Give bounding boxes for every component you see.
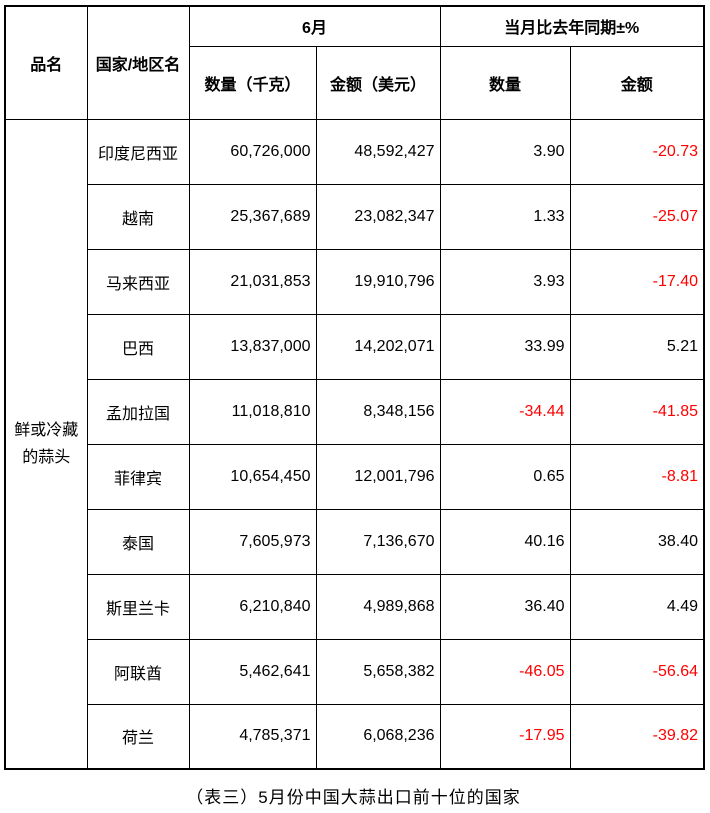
qty-yoy-cell: 40.16 xyxy=(439,508,571,575)
amount-yoy-cell: -56.64 xyxy=(569,638,705,705)
amount-cell: 23,082,347 xyxy=(315,183,441,250)
amount-yoy-cell: 38.40 xyxy=(569,508,705,575)
qty-cell: 6,210,840 xyxy=(188,573,317,640)
table-row: 鲜或冷藏的蒜头 印度尼西亚 60,726,000 48,592,427 3.90… xyxy=(4,118,705,770)
amount-yoy-cell: -25.07 xyxy=(569,183,705,250)
amount-cell: 14,202,071 xyxy=(315,313,441,380)
qty-yoy-cell: 36.40 xyxy=(439,573,571,640)
product-name-cell: 鲜或冷藏的蒜头 xyxy=(4,118,88,770)
country-cell: 菲律宾 xyxy=(86,443,190,510)
header-country: 国家/地区名 xyxy=(86,5,190,120)
amount-cell: 19,910,796 xyxy=(315,248,441,315)
qty-yoy-cell: 3.93 xyxy=(439,248,571,315)
country-cell: 斯里兰卡 xyxy=(86,573,190,640)
amount-yoy-cell: -39.82 xyxy=(569,703,705,770)
table-row: 越南 25,367,689 23,082,347 1.33 -25.07 xyxy=(5,183,705,250)
amount-yoy-cell: -41.85 xyxy=(569,378,705,445)
amount-cell: 6,068,236 xyxy=(315,703,441,770)
qty-cell: 5,462,641 xyxy=(188,638,317,705)
table-row: 泰国 7,605,973 7,136,670 40.16 38.40 xyxy=(5,508,705,575)
amount-cell: 48,592,427 xyxy=(315,118,441,185)
table-row: 马来西亚 21,031,853 19,910,796 3.93 -17.40 xyxy=(5,248,705,315)
amount-cell: 8,348,156 xyxy=(315,378,441,445)
header-amount-usd: 金额（美元） xyxy=(315,45,441,120)
table-row: 斯里兰卡 6,210,840 4,989,868 36.40 4.49 xyxy=(5,573,705,640)
qty-cell: 7,605,973 xyxy=(188,508,317,575)
amount-yoy-cell: 5.21 xyxy=(569,313,705,380)
qty-yoy-cell: -34.44 xyxy=(439,378,571,445)
garlic-export-table: 品名 国家/地区名 6月 当月比去年同期±% 数量（千克） 金额（美元） 数量 … xyxy=(4,5,706,770)
amount-yoy-cell: -8.81 xyxy=(569,443,705,510)
table-row: 菲律宾 10,654,450 12,001,796 0.65 -8.81 xyxy=(5,443,705,510)
qty-yoy-cell: -46.05 xyxy=(439,638,571,705)
qty-yoy-cell: 3.90 xyxy=(439,118,571,185)
amount-yoy-cell: -17.40 xyxy=(569,248,705,315)
qty-cell: 13,837,000 xyxy=(188,313,317,380)
header-amount-pct: 金额 xyxy=(569,45,705,120)
table-row: 巴西 13,837,000 14,202,071 33.99 5.21 xyxy=(5,313,705,380)
amount-cell: 7,136,670 xyxy=(315,508,441,575)
qty-cell: 10,654,450 xyxy=(188,443,317,510)
country-cell: 阿联酋 xyxy=(86,638,190,705)
amount-cell: 12,001,796 xyxy=(315,443,441,510)
header-product: 品名 xyxy=(4,5,88,120)
amount-cell: 4,989,868 xyxy=(315,573,441,640)
header-month-group: 6月 xyxy=(188,5,441,47)
amount-cell: 5,658,382 xyxy=(315,638,441,705)
qty-cell: 4,785,371 xyxy=(188,703,317,770)
country-cell: 马来西亚 xyxy=(86,248,190,315)
table-row: 孟加拉国 11,018,810 8,348,156 -34.44 -41.85 xyxy=(5,378,705,445)
qty-cell: 25,367,689 xyxy=(188,183,317,250)
qty-cell: 11,018,810 xyxy=(188,378,317,445)
country-cell: 孟加拉国 xyxy=(86,378,190,445)
qty-yoy-cell: 1.33 xyxy=(439,183,571,250)
qty-yoy-cell: 0.65 xyxy=(439,443,571,510)
qty-cell: 60,726,000 xyxy=(188,118,317,185)
amount-yoy-cell: -20.73 xyxy=(569,118,705,185)
country-cell: 印度尼西亚 xyxy=(86,118,190,185)
table-row: 阿联酋 5,462,641 5,658,382 -46.05 -56.64 xyxy=(5,638,705,705)
header-qty-kg: 数量（千克） xyxy=(188,45,317,120)
country-cell: 泰国 xyxy=(86,508,190,575)
amount-yoy-cell: 4.49 xyxy=(569,573,705,640)
table-caption: （表三）5月份中国大蒜出口前十位的国家 xyxy=(186,788,521,807)
qty-yoy-cell: 33.99 xyxy=(439,313,571,380)
qty-yoy-cell: -17.95 xyxy=(439,703,571,770)
country-cell: 越南 xyxy=(86,183,190,250)
country-cell: 巴西 xyxy=(86,313,190,380)
country-cell: 荷兰 xyxy=(86,703,190,770)
qty-cell: 21,031,853 xyxy=(188,248,317,315)
header-qty-pct: 数量 xyxy=(439,45,571,120)
table-row: 荷兰 4,785,371 6,068,236 -17.95 -39.82 xyxy=(5,703,705,770)
header-yoy-group: 当月比去年同期±% xyxy=(439,5,705,47)
